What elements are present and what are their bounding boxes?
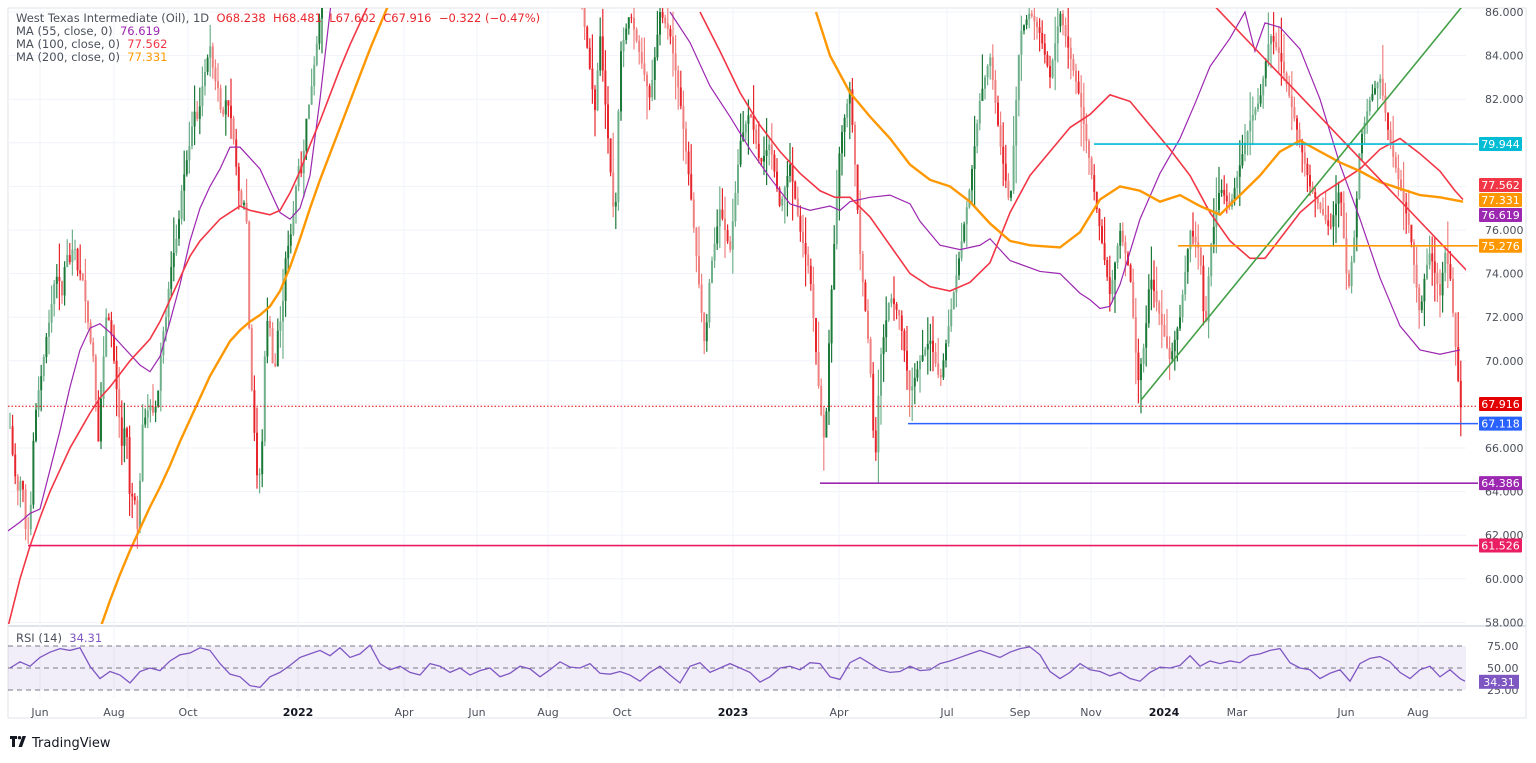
time-tick: Oct xyxy=(178,706,198,719)
indicator-ma100[interactable]: MA (100, close, 0) 77.562 xyxy=(16,38,540,51)
symbol-title[interactable]: West Texas Intermediate (Oil), 1D xyxy=(16,11,210,25)
svg-text:64.386: 64.386 xyxy=(1481,477,1520,490)
time-tick: Jul xyxy=(939,706,953,719)
time-tick: 2023 xyxy=(718,706,749,719)
price-axis-label: 77.562 xyxy=(1479,178,1522,192)
rsi-line xyxy=(9,644,1466,689)
uptrend-trendline[interactable] xyxy=(1140,5,1463,401)
svg-text:77.562: 77.562 xyxy=(1481,179,1520,192)
svg-text:67.916: 67.916 xyxy=(1481,398,1520,411)
time-tick: 2022 xyxy=(283,706,314,719)
time-tick: Nov xyxy=(1080,706,1102,719)
tradingview-logo[interactable]: TradingView xyxy=(10,736,111,751)
svg-text:79.944: 79.944 xyxy=(1481,138,1520,151)
symbol-row: West Texas Intermediate (Oil), 1D O68.23… xyxy=(16,12,540,25)
indicator-value: 77.331 xyxy=(127,50,168,64)
time-tick: Oct xyxy=(612,706,632,719)
price-tick: 82.000 xyxy=(1485,93,1524,106)
price-tick: 84.000 xyxy=(1485,50,1524,63)
price-tick: 74.000 xyxy=(1485,268,1524,281)
time-tick: Aug xyxy=(537,706,558,719)
svg-text:34.31: 34.31 xyxy=(1483,676,1515,689)
time-tick: Jun xyxy=(1336,706,1354,719)
price-axis-label: 67.916 xyxy=(1479,397,1522,411)
ohlc-change: −0.322 (−0.47%) xyxy=(438,11,541,25)
time-tick: Aug xyxy=(1407,706,1428,719)
price-tick: 76.000 xyxy=(1485,224,1524,237)
time-axis[interactable]: Jun Aug Oct 2022 Apr Jun Aug Oct 2023 Apr Jul Sep No… xyxy=(30,706,1428,719)
indicator-value: 77.562 xyxy=(127,37,168,51)
svg-text:76.619: 76.619 xyxy=(1481,209,1520,222)
time-tick: Apr xyxy=(394,706,414,719)
tradingview-mark-icon xyxy=(10,736,28,751)
price-tick: 58.000 xyxy=(1485,616,1524,629)
rsi-legend[interactable]: RSI (14) 34.31 xyxy=(16,631,102,645)
svg-text:61.526: 61.526 xyxy=(1481,540,1520,553)
grid xyxy=(8,8,1466,698)
svg-text:77.331: 77.331 xyxy=(1481,194,1520,207)
price-axis-label: 61.526 xyxy=(1479,538,1522,553)
price-tick: 66.000 xyxy=(1485,442,1524,455)
price-tick: 60.000 xyxy=(1485,573,1524,586)
ohlc-low: L67.602 xyxy=(329,11,376,25)
indicator-label: MA (200, close, 0) xyxy=(16,50,120,64)
price-axis-label: 76.619 xyxy=(1479,208,1522,222)
chart-legend: West Texas Intermediate (Oil), 1D O68.23… xyxy=(16,12,540,64)
ma-line xyxy=(669,10,1461,355)
price-tick: 70.000 xyxy=(1485,355,1524,368)
indicator-label: MA (100, close, 0) xyxy=(16,37,120,51)
price-axis-label: 77.331 xyxy=(1479,193,1522,207)
indicator-ma55[interactable]: MA (55, close, 0) 76.619 xyxy=(16,25,540,38)
svg-text:67.118: 67.118 xyxy=(1481,418,1520,431)
price-axis[interactable]: 86.000 84.000 82.000 76.000 74.000 72.000 70.0… xyxy=(1485,6,1524,629)
ohlc-high: H68.481 xyxy=(273,11,322,25)
time-tick: Apr xyxy=(829,706,849,719)
rsi-tick: 50.00 xyxy=(1487,662,1519,675)
price-pane[interactable] xyxy=(8,0,1478,629)
price-axis-label: 75.276 xyxy=(1479,238,1522,253)
price-tick: 86.000 xyxy=(1485,6,1524,19)
rsi-axis-label: 34.31 xyxy=(1479,674,1519,689)
time-tick: Mar xyxy=(1227,706,1248,719)
time-tick: Jun xyxy=(467,706,485,719)
price-axis-label: 64.386 xyxy=(1479,476,1522,491)
ma-line xyxy=(699,11,1464,292)
price-axis-label: 79.944 xyxy=(1479,137,1522,152)
indicator-value: 76.619 xyxy=(119,24,161,38)
ma-line xyxy=(8,8,368,624)
ohlc-open: O68.238 xyxy=(216,11,266,25)
indicator-label: MA (55, close, 0) xyxy=(16,24,113,38)
time-tick: Aug xyxy=(103,706,124,719)
rsi-tick: 75.00 xyxy=(1487,640,1519,653)
rsi-label: RSI (14) xyxy=(16,631,62,645)
time-tick: Jun xyxy=(30,706,48,719)
ma-line xyxy=(8,8,332,532)
chart-frame xyxy=(7,7,1527,719)
price-axis-label: 67.118 xyxy=(1479,416,1522,431)
ma-line xyxy=(100,8,389,624)
price-tick: 72.000 xyxy=(1485,311,1524,324)
svg-text:75.276: 75.276 xyxy=(1481,240,1520,253)
time-tick: 2024 xyxy=(1149,706,1180,719)
tradingview-logo-text: TradingView xyxy=(32,736,111,751)
ma-line xyxy=(814,11,1464,249)
ohlc-close: C67.916 xyxy=(383,11,432,25)
rsi-value: 34.31 xyxy=(69,631,103,645)
indicator-ma200[interactable]: MA (200, close, 0) 77.331 xyxy=(16,51,540,64)
time-tick: Sep xyxy=(1010,706,1031,719)
